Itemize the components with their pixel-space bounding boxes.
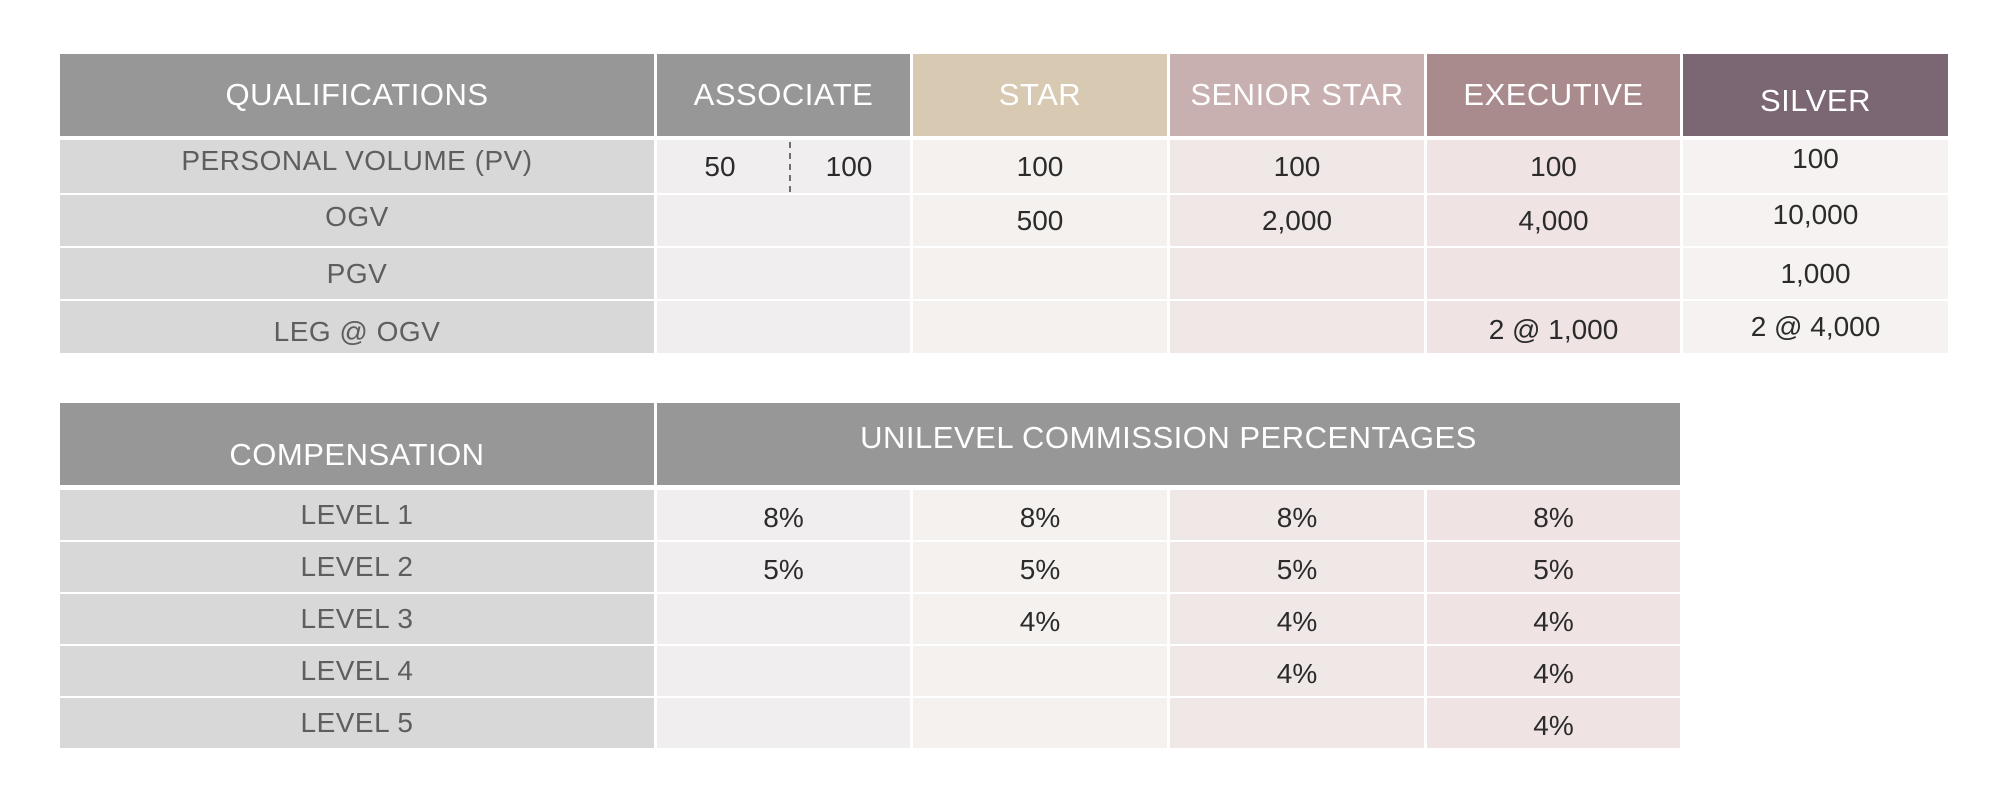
- level-3-executive: 4%: [1427, 594, 1680, 644]
- associate-pv-high: 100: [825, 150, 873, 182]
- level-2-senior-star: 5%: [1170, 542, 1424, 592]
- executive-pv: 100: [1427, 140, 1680, 193]
- level-1-associate: 8%: [657, 490, 910, 540]
- level-2-associate: 5%: [657, 542, 910, 592]
- silver-leg-ogv: 2 @ 4,000: [1683, 301, 1948, 353]
- senior-star-pgv: [1170, 248, 1424, 299]
- row-label-level-2: LEVEL 2: [60, 542, 654, 592]
- senior-star-pv: 100: [1170, 140, 1424, 193]
- silver-pgv: 1,000: [1683, 248, 1948, 299]
- row-label-level-1: LEVEL 1: [60, 490, 654, 540]
- level-2-star: 5%: [913, 542, 1167, 592]
- star-ogv: 500: [913, 195, 1167, 246]
- header-qualifications: QUALIFICATIONS: [60, 54, 654, 136]
- level-1-senior-star: 8%: [1170, 490, 1424, 540]
- associate-ogv: [657, 195, 910, 246]
- associate-pv-low: 50: [704, 150, 736, 182]
- header-associate: ASSOCIATE: [657, 54, 910, 136]
- header-senior-star: SENIOR STAR: [1170, 54, 1424, 136]
- associate-pv-divider: [789, 142, 791, 192]
- level-5-associate: [657, 698, 910, 748]
- level-4-senior-star: 4%: [1170, 646, 1424, 696]
- executive-pgv: [1427, 248, 1680, 299]
- silver-pv: 100: [1683, 140, 1948, 193]
- level-3-star: 4%: [913, 594, 1167, 644]
- level-5-senior-star: [1170, 698, 1424, 748]
- header-unilevel-commission-percentages: UNILEVEL COMMISSION PERCENTAGES: [657, 403, 1680, 485]
- level-4-executive: 4%: [1427, 646, 1680, 696]
- senior-star-leg-ogv: [1170, 301, 1424, 353]
- header-star: STAR: [913, 54, 1167, 136]
- senior-star-ogv: 2,000: [1170, 195, 1424, 246]
- star-leg-ogv: [913, 301, 1167, 353]
- level-4-star: [913, 646, 1167, 696]
- row-label-level-5: LEVEL 5: [60, 698, 654, 748]
- associate-pv-cell: [657, 140, 910, 193]
- level-1-star: 8%: [913, 490, 1167, 540]
- level-3-senior-star: 4%: [1170, 594, 1424, 644]
- level-4-associate: [657, 646, 910, 696]
- star-pv: 100: [913, 140, 1167, 193]
- level-2-executive: 5%: [1427, 542, 1680, 592]
- executive-leg-ogv: 2 @ 1,000: [1427, 301, 1680, 353]
- header-silver: SILVER: [1683, 54, 1948, 136]
- level-3-associate: [657, 594, 910, 644]
- level-5-star: [913, 698, 1167, 748]
- silver-ogv: 10,000: [1683, 195, 1948, 246]
- row-label-level-4: LEVEL 4: [60, 646, 654, 696]
- associate-pgv: [657, 248, 910, 299]
- row-label-personal-volume: PERSONAL VOLUME (PV): [60, 140, 654, 193]
- star-pgv: [913, 248, 1167, 299]
- header-compensation: COMPENSATION: [60, 403, 654, 485]
- header-executive: EXECUTIVE: [1427, 54, 1680, 136]
- executive-ogv: 4,000: [1427, 195, 1680, 246]
- row-label-level-3: LEVEL 3: [60, 594, 654, 644]
- level-1-executive: 8%: [1427, 490, 1680, 540]
- associate-leg-ogv: [657, 301, 910, 353]
- row-label-leg-ogv: LEG @ OGV: [60, 301, 654, 353]
- level-5-executive: 4%: [1427, 698, 1680, 748]
- row-label-ogv: OGV: [60, 195, 654, 246]
- row-label-pgv: PGV: [60, 248, 654, 299]
